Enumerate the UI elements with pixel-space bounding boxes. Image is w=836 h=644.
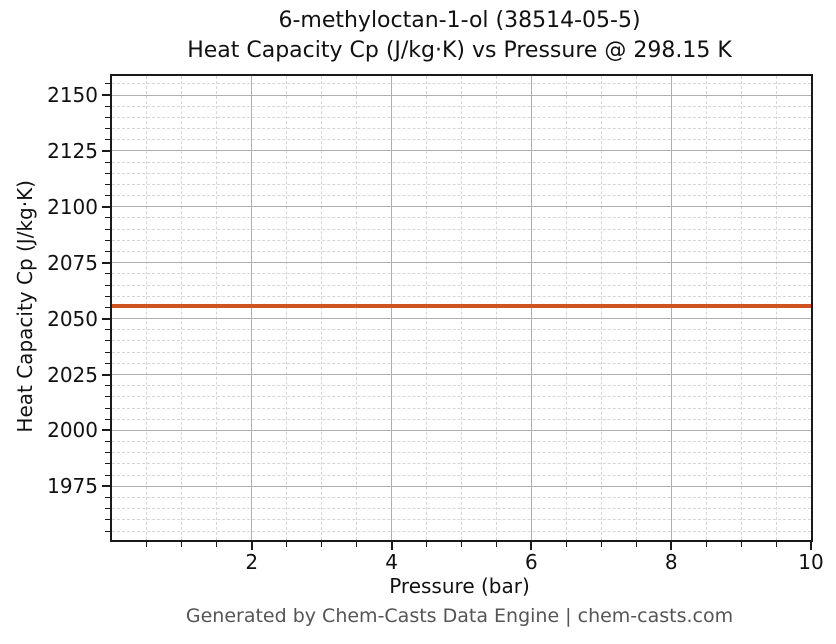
- x-tick-label: 6: [525, 550, 538, 574]
- y-minor-tick: [105, 228, 110, 230]
- y-tick-label: 2075: [47, 250, 98, 275]
- y-tick-label: 2025: [47, 362, 98, 387]
- y-major-tick: [102, 261, 110, 264]
- y-minor-tick: [105, 340, 110, 342]
- y-minor-tick: [105, 183, 110, 185]
- x-minor-tick: [740, 542, 742, 547]
- y-minor-tick: [105, 362, 110, 364]
- y-minor-tick: [105, 161, 110, 163]
- y-major-tick: [102, 149, 110, 152]
- x-minor-tick: [461, 542, 462, 547]
- y-minor-tick: [105, 508, 110, 510]
- chart-title-line2: Heat Capacity Cp (J/kg·K) vs Pressure @ …: [187, 38, 732, 63]
- x-tick-label: 2: [245, 550, 259, 574]
- y-minor-tick: [105, 251, 110, 253]
- y-major-tick: [102, 429, 110, 432]
- y-minor-tick: [105, 474, 110, 476]
- y-major-gridline: [112, 318, 811, 320]
- y-minor-tick: [105, 530, 110, 532]
- x-axis-label: Pressure (bar): [389, 574, 530, 598]
- y-minor-tick: [105, 139, 110, 141]
- y-tick-label: 1975: [47, 474, 98, 499]
- y-tick-label: 2100: [47, 194, 98, 219]
- y-minor-tick: [105, 396, 110, 398]
- chart-title: 6-methyloctan-1-ol (38514-05-5) Heat Cap…: [110, 6, 809, 66]
- y-minor-tick: [105, 83, 110, 85]
- y-major-tick: [102, 317, 110, 320]
- y-minor-tick: [105, 497, 110, 498]
- y-minor-tick: [105, 128, 110, 130]
- cp-line: [112, 304, 811, 309]
- y-minor-tick: [105, 519, 110, 521]
- y-minor-tick: [105, 239, 110, 241]
- y-major-gridline: [112, 429, 811, 431]
- y-minor-tick: [105, 295, 110, 297]
- y-minor-tick: [105, 273, 110, 275]
- x-minor-tick: [181, 542, 183, 547]
- x-minor-tick: [495, 542, 497, 547]
- y-major-gridline: [112, 94, 811, 96]
- y-major-gridline: [112, 262, 811, 264]
- x-minor-tick: [356, 542, 358, 547]
- x-minor-tick: [705, 542, 707, 547]
- y-minor-tick: [105, 463, 110, 465]
- y-minor-tick: [105, 217, 110, 219]
- y-major-tick: [102, 205, 110, 208]
- y-major-tick: [102, 485, 110, 488]
- x-minor-tick: [565, 542, 567, 547]
- y-major-tick: [102, 94, 110, 96]
- y-minor-tick: [105, 385, 110, 387]
- y-minor-tick: [105, 116, 110, 118]
- x-major-tick: [530, 542, 533, 550]
- x-tick-label: 10: [798, 550, 824, 574]
- y-major-gridline: [112, 374, 811, 376]
- y-minor-tick: [105, 452, 110, 454]
- x-tick-label: 8: [664, 550, 678, 574]
- y-tick-label: 2000: [47, 418, 98, 443]
- y-minor-tick: [105, 407, 110, 409]
- x-minor-tick: [146, 542, 148, 547]
- y-minor-tick: [105, 172, 110, 174]
- y-minor-tick: [105, 351, 110, 353]
- x-minor-tick: [600, 542, 602, 547]
- x-minor-tick: [216, 542, 218, 547]
- x-major-tick: [670, 542, 673, 550]
- y-major-gridline: [112, 206, 811, 208]
- x-minor-tick: [775, 542, 777, 547]
- x-major-tick: [250, 542, 253, 550]
- y-minor-tick: [105, 329, 110, 331]
- plot-area: 1975 2000 2025 2050 2075 2100 2125 2150 2 4 6 8 10: [47, 74, 824, 574]
- x-tick-label: 4: [385, 550, 398, 574]
- y-major-tick: [102, 373, 110, 376]
- y-major-gridline: [112, 485, 811, 487]
- x-major-tick: [390, 542, 393, 550]
- y-tick-label: 2050: [47, 306, 98, 331]
- x-minor-tick: [321, 542, 323, 547]
- chart-title-line1: 6-methyloctan-1-ol (38514-05-5): [278, 8, 641, 33]
- x-minor-tick: [635, 542, 637, 547]
- footer-credit: Generated by Chem-Casts Data Engine | ch…: [185, 605, 734, 627]
- y-tick-label: 2125: [47, 138, 98, 163]
- y-major-gridline: [112, 150, 811, 152]
- y-tick-label: 2150: [47, 83, 98, 107]
- y-minor-tick: [105, 195, 110, 197]
- y-minor-tick: [105, 105, 110, 107]
- y-minor-tick: [105, 284, 110, 286]
- x-minor-tick: [286, 542, 288, 547]
- x-minor-tick: [426, 542, 428, 547]
- y-minor-tick: [105, 306, 110, 308]
- x-major-tick: [810, 542, 812, 550]
- y-minor-tick: [105, 418, 110, 420]
- y-minor-tick: [105, 441, 110, 443]
